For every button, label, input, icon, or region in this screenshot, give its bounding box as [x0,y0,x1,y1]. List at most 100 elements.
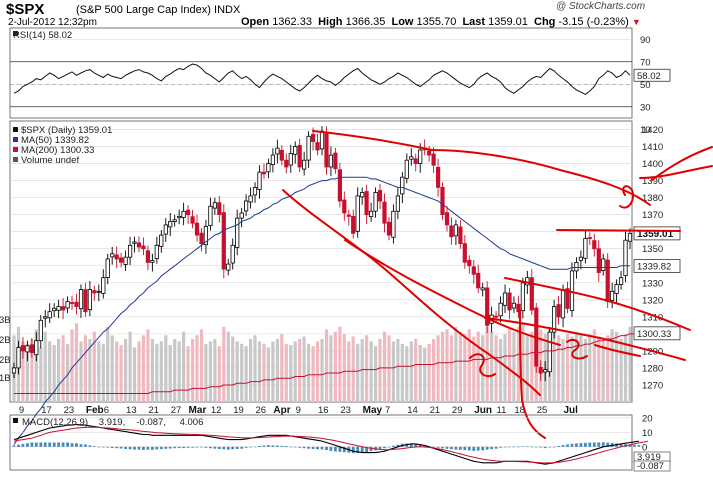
macd-histogram-bar [575,443,578,447]
volume-bar [311,346,315,402]
candle-body [119,257,124,263]
candle-body [529,277,534,311]
ma200-value-label: 1300.33 [637,329,671,340]
macd-histogram-bar [454,446,458,450]
rsi-legend-swatch [13,31,18,36]
macd-histogram-bar [423,445,427,447]
volume-bar [271,341,275,402]
candle-body [552,306,557,333]
macd-histogram-bar [235,446,239,449]
candle-body [440,186,445,215]
macd-histogram-bar [557,446,560,447]
rsi-tick-label: 90 [640,35,651,46]
macd-histogram-bar [517,446,520,448]
macd-histogram-bar [106,446,110,448]
candle-body [20,345,26,352]
macd-histogram-bar [12,445,16,447]
ma50-line [13,176,630,445]
macd-histogram-bar [548,446,552,448]
x-tick-label: 21 [430,405,441,416]
volume-bar [155,343,159,402]
volume-bar [382,331,387,402]
candle-body [297,145,302,168]
volume-bar [235,341,239,402]
candle-body [114,254,119,260]
x-tick-label: 25 [537,405,548,416]
volume-bar [472,336,476,402]
candle-body [212,202,217,209]
macd-histogram-bar [92,446,96,447]
volume-bar [561,339,565,402]
index-name: (S&P 500 Large Cap Index) INDX [76,4,240,16]
volume-bar [177,341,181,402]
volume-bar [490,331,494,402]
macd-histogram-bar [164,446,168,449]
macd-hist-value-box [633,460,671,472]
candle-body [449,225,454,238]
candle-body [511,302,517,309]
macd-title-part: -0.087, [136,417,166,428]
volume-bar [588,334,592,402]
candle-body [520,282,526,312]
x-tick-label: May [363,405,383,416]
x-tick-label: 19 [233,405,244,416]
macd-histogram-bar [302,446,306,449]
candle-body [337,169,343,202]
macd-histogram-bar [459,446,462,450]
macd-histogram-bar [146,446,150,450]
candle-body [386,221,392,236]
macd-histogram-bar [561,445,565,447]
macd-histogram-bar [633,444,636,447]
volume-bar [195,335,199,402]
candle-body [181,210,186,218]
macd-histogram-bar [307,446,310,449]
macd-histogram-bar [342,446,346,453]
macd-histogram-bar [588,442,592,447]
candle-body [47,311,52,319]
volume-bar [199,329,204,402]
x-tick-label: Apr [273,405,290,416]
candle-body [248,195,253,203]
volume-bar [320,339,324,402]
candle-body [163,224,168,235]
macd-histogram-bar [552,446,556,448]
macd-histogram-bar [508,446,511,448]
macd-title-part: 4.006 [180,417,204,428]
macd-histogram-bar [217,446,221,449]
candle-body [471,266,476,275]
candle-body [154,244,159,260]
x-tick-label: 27 [171,405,182,416]
macd-histogram-bar [316,446,319,450]
candle-body [275,147,280,155]
candle-body [221,212,226,270]
candle-body [16,347,21,369]
candle-body [543,369,548,373]
candle-body [266,163,271,173]
volume-bar [231,336,235,402]
x-tick-label: 12 [211,405,222,416]
hand-drawn-annotation [619,185,634,209]
volume-bar [494,335,498,402]
candle-body [342,199,347,214]
macd-histogram-bar [209,446,212,449]
volume-bar [351,336,355,402]
hand-drawn-annotation [484,317,686,361]
x-tick-label: 11 [497,405,507,416]
macd-histogram-bar [320,446,324,450]
candle-body [252,186,258,196]
macd-hist-value-label: -0.087 [637,461,664,472]
volume-bar [427,343,431,402]
volume-bar [284,343,288,402]
macd-histogram-bar [79,444,83,447]
legend-swatch [13,127,18,132]
volume-bar [204,343,208,402]
hand-drawn-annotation [594,344,641,357]
macd-histogram-bar [97,446,101,448]
macd-histogram-bar [284,446,288,447]
candle-body [319,130,325,150]
volume-bar [244,346,248,402]
candle-body [467,259,472,267]
rsi-tick-label: 30 [640,102,651,113]
macd-histogram-bar [151,446,154,450]
candle-body [368,210,374,218]
